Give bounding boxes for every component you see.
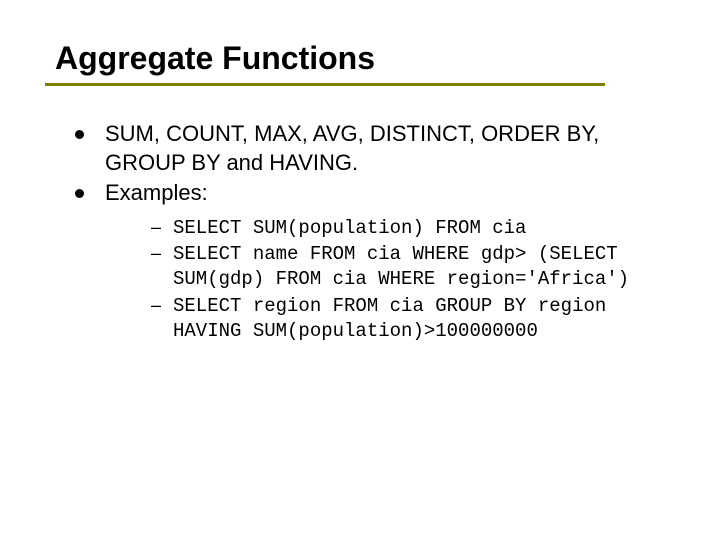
example-code: SELECT name FROM cia WHERE gdp> (SELECT … xyxy=(173,243,629,290)
slide-container: Aggregate Functions SUM, COUNT, MAX, AVG… xyxy=(0,0,720,540)
bullet-text: SUM, COUNT, MAX, AVG, DISTINCT, ORDER BY… xyxy=(105,121,599,175)
main-bullet-list: SUM, COUNT, MAX, AVG, DISTINCT, ORDER BY… xyxy=(55,120,670,343)
bullet-item: SUM, COUNT, MAX, AVG, DISTINCT, ORDER BY… xyxy=(83,120,670,177)
bullet-text: Examples: xyxy=(105,180,208,205)
example-code: SELECT SUM(population) FROM cia xyxy=(173,217,526,239)
title-underline xyxy=(45,83,605,86)
slide-title: Aggregate Functions xyxy=(55,40,670,77)
example-item: SELECT region FROM cia GROUP BY region H… xyxy=(155,294,670,343)
example-item: SELECT SUM(population) FROM cia xyxy=(155,216,670,241)
example-code: SELECT region FROM cia GROUP BY region H… xyxy=(173,295,606,342)
examples-list: SELECT SUM(population) FROM cia SELECT n… xyxy=(105,216,670,343)
bullet-item: Examples: SELECT SUM(population) FROM ci… xyxy=(83,179,670,343)
example-item: SELECT name FROM cia WHERE gdp> (SELECT … xyxy=(155,242,670,291)
